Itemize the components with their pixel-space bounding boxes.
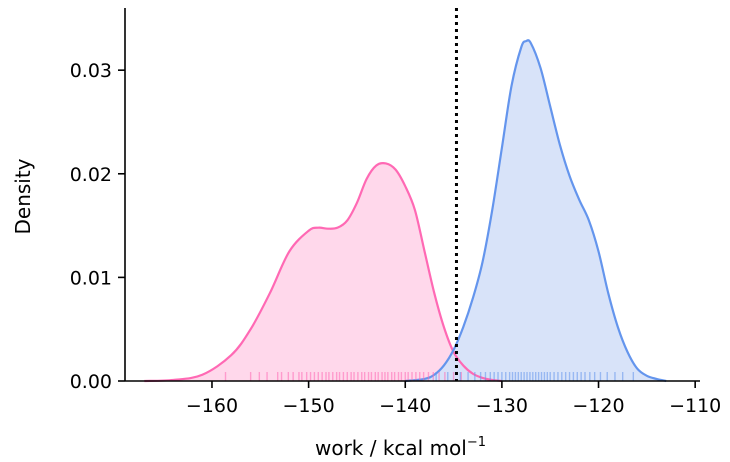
x-axis-label-superscript: −1 — [467, 435, 486, 450]
y-axis-label: Density — [11, 158, 35, 234]
density-areas — [144, 39, 667, 383]
y-tick-label-0: 0.00 — [70, 371, 112, 393]
x-tick-label-0: −160 — [186, 395, 238, 417]
x-tick-label-1: −150 — [283, 395, 335, 417]
y-tick-label-1: 0.01 — [70, 267, 112, 289]
y-tick-label-2: 0.02 — [70, 164, 112, 186]
density-area-fill-1 — [405, 40, 667, 382]
x-tick-label-2: −140 — [379, 395, 431, 417]
density-area-fill-0 — [144, 163, 502, 381]
x-tick-label-5: −110 — [669, 395, 721, 417]
y-tick-label-3: 0.03 — [70, 60, 112, 82]
x-axis-label: work / kcal mol−1 — [315, 435, 486, 460]
y-ticks: 0.00 0.01 0.02 0.03 — [70, 60, 125, 393]
x-ticks: −160 −150 −140 −130 −120 −110 — [186, 381, 721, 417]
rug-marks — [224, 372, 635, 381]
x-tick-label-4: −120 — [572, 395, 624, 417]
density-curve-0 — [144, 161, 503, 383]
x-axis-label-text: work / kcal mol — [315, 436, 467, 460]
density-curve-1 — [405, 39, 667, 383]
x-tick-label-3: −130 — [476, 395, 528, 417]
